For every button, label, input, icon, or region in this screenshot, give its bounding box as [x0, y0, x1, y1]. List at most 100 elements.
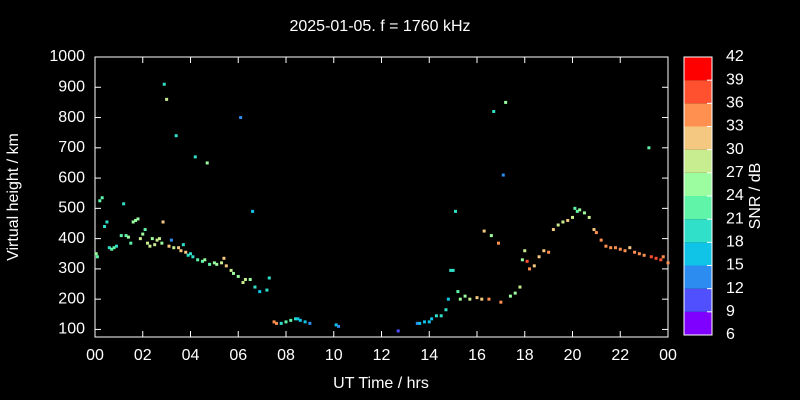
point: [637, 252, 641, 256]
point: [189, 252, 192, 256]
point: [528, 267, 532, 271]
point: [284, 320, 288, 324]
point: [119, 234, 123, 238]
point: [451, 268, 455, 272]
point: [613, 246, 617, 250]
x-tick-label: 08: [277, 347, 295, 364]
point: [296, 317, 300, 321]
point: [231, 271, 235, 275]
point: [184, 250, 188, 254]
y-tick-label: 900: [58, 78, 85, 95]
point: [496, 241, 500, 245]
point: [537, 255, 541, 259]
point: [599, 238, 603, 242]
colorbar-bin: [684, 242, 712, 266]
point: [258, 290, 262, 294]
point: [103, 225, 107, 229]
point: [131, 220, 135, 224]
x-tick-label: 22: [611, 347, 629, 364]
point: [418, 321, 422, 325]
point: [456, 290, 460, 294]
point: [659, 258, 663, 262]
point: [95, 255, 99, 259]
point: [114, 244, 118, 248]
point: [439, 314, 443, 318]
point: [167, 244, 171, 248]
y-tick-label: 600: [58, 169, 85, 186]
point: [172, 246, 176, 250]
point: [141, 232, 145, 236]
point: [274, 321, 278, 325]
point: [334, 323, 338, 327]
point: [542, 249, 546, 253]
colorbar-tick-label: 27: [726, 164, 744, 181]
point: [592, 228, 596, 232]
point: [532, 264, 536, 268]
point: [492, 109, 496, 113]
point: [134, 218, 138, 222]
point: [272, 320, 276, 324]
point: [661, 255, 665, 259]
colorbar-tick-label: 18: [726, 234, 744, 251]
point: [253, 285, 257, 289]
colorbar-bin: [684, 149, 712, 173]
point: [251, 209, 255, 213]
point: [143, 228, 147, 232]
point: [138, 237, 142, 241]
point: [396, 329, 400, 333]
point: [454, 209, 458, 213]
colorbar-bin: [684, 103, 712, 127]
point: [628, 246, 632, 250]
y-tick-label: 500: [58, 200, 85, 217]
point: [181, 243, 185, 247]
point: [434, 314, 438, 318]
colorbar-tick-label: 6: [726, 326, 735, 343]
point: [222, 256, 226, 260]
point: [203, 258, 207, 262]
colorbar-bin: [684, 219, 712, 243]
x-tick-label: 06: [229, 347, 247, 364]
point: [480, 297, 484, 301]
point: [169, 238, 173, 242]
point: [289, 318, 293, 322]
colorbar-tick-label: 42: [726, 48, 744, 65]
point: [523, 249, 527, 253]
point: [160, 241, 164, 245]
point: [177, 246, 181, 250]
point: [124, 234, 128, 238]
point: [212, 261, 216, 265]
point: [647, 146, 651, 150]
point: [98, 199, 102, 203]
point: [112, 246, 116, 250]
colorbar-tick-label: 30: [726, 141, 744, 158]
point: [430, 317, 434, 321]
point: [105, 220, 109, 224]
y-tick-label: 300: [58, 260, 85, 277]
point: [582, 211, 586, 215]
point: [654, 256, 658, 260]
point: [215, 262, 219, 266]
y-tick-label: 100: [58, 321, 85, 338]
colorbar-label: SNR / dB: [747, 163, 764, 230]
point: [148, 244, 152, 248]
point: [126, 235, 130, 239]
point: [609, 246, 613, 250]
point: [150, 237, 154, 241]
point: [482, 229, 486, 233]
point: [308, 321, 312, 325]
point: [239, 116, 243, 120]
point: [547, 250, 551, 254]
point: [337, 324, 341, 328]
point: [489, 234, 493, 238]
point: [279, 321, 283, 325]
y-tick-label: 200: [58, 290, 85, 307]
point: [556, 223, 560, 227]
point: [666, 261, 670, 265]
point: [573, 206, 577, 210]
colorbar-bin: [684, 288, 712, 312]
point: [618, 247, 622, 251]
point: [422, 320, 426, 324]
point: [94, 252, 98, 256]
y-axis-label: Virtual height / km: [5, 133, 22, 261]
colorbar-tick-label: 9: [726, 303, 735, 320]
